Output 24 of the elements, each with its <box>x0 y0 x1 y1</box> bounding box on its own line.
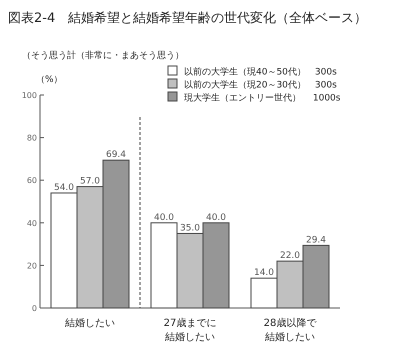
y-tick-label: 100 <box>22 91 37 100</box>
chart-subtitle: （そう思う計（非常に・まあそう思う） <box>22 50 184 61</box>
y-tick-label: 40 <box>26 218 37 228</box>
legend-label: 以前の大学生（現20～30代） 300s <box>184 80 338 90</box>
data-label: 40.0 <box>206 212 226 223</box>
x-tick-label: 27歳までに結婚したい <box>164 317 216 343</box>
x-tick-label: 結婚したい <box>64 318 115 329</box>
data-label: 40.0 <box>154 212 174 223</box>
data-label: 14.0 <box>254 268 274 278</box>
y-tick-label: 20 <box>26 261 37 270</box>
y-tick-label: 80 <box>26 134 37 143</box>
data-label: 54.0 <box>54 182 74 193</box>
data-label: 69.4 <box>106 150 126 160</box>
chart-title: 図表2-4 結婚希望と結婚希望年齢の世代変化（全体ベース） <box>8 10 368 26</box>
data-label: 22.0 <box>280 251 300 262</box>
data-label: 35.0 <box>180 223 200 234</box>
x-tick-label: 28歳以降で結婚したい <box>264 317 318 343</box>
y-axis-title: （%） <box>36 75 63 85</box>
y-tick-label: 0 <box>32 304 37 313</box>
legend-label: 以前の大学生（現40～50代） 300s <box>184 66 338 78</box>
legend-label: 現大学生（エントリー世代） 1000s <box>184 92 341 104</box>
data-label: 57.0 <box>80 176 100 187</box>
data-label: 29.4 <box>306 235 326 246</box>
y-tick-label: 60 <box>26 176 37 186</box>
